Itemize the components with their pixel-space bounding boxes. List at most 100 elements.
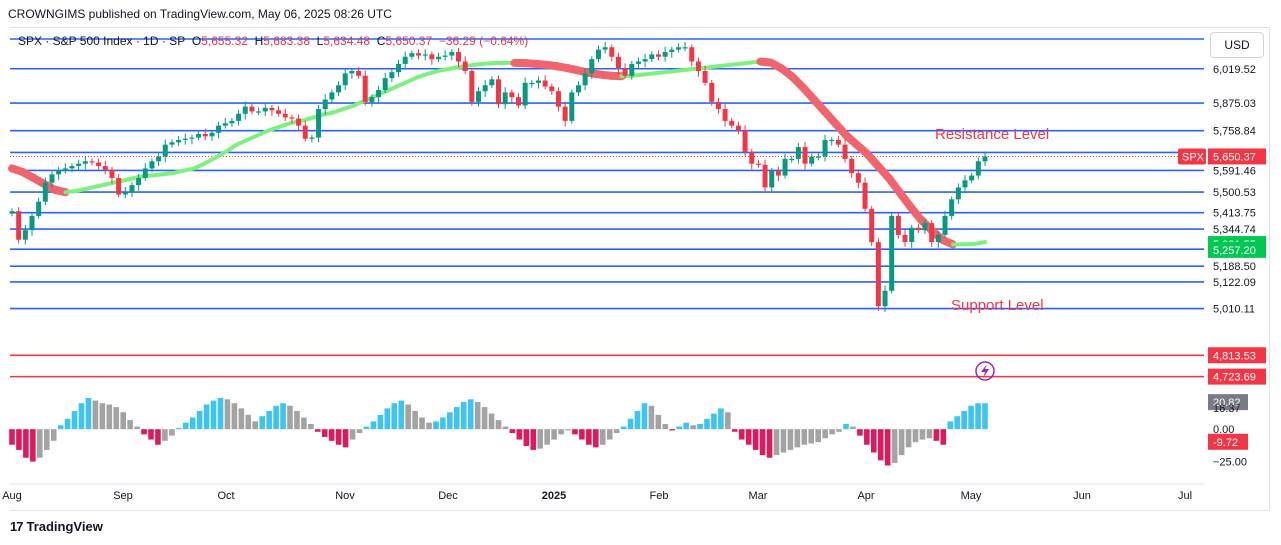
candle-body-88 [595,49,601,60]
candle-body-118 [795,147,801,159]
osc-bar-61 [433,421,439,430]
osc-bar-37 [266,410,272,430]
candle-body-78 [529,82,535,85]
candle-body-63 [429,54,435,60]
candle-body-59 [402,56,408,64]
osc-bar-6 [50,429,57,441]
candle-body-18 [129,185,135,193]
candle-body-56 [382,78,388,91]
candle-body-102 [689,47,695,62]
osc-bar-109 [766,429,773,458]
time-tick-10: Jun [1073,490,1091,502]
legend-high-label: H [254,34,264,48]
osc-bar-98 [690,425,696,430]
candle-body-9 [69,166,75,169]
osc-bar-10 [78,403,85,430]
candle-body-66 [449,52,455,56]
candle-body-27 [189,137,195,139]
osc-bar-57 [405,404,411,430]
candle-body-145 [975,161,981,176]
time-tick-0: Aug [2,490,22,502]
currency-button[interactable]: USD [1210,32,1264,58]
legend-open: 5,655.32 [201,34,248,48]
candle-body-12 [89,161,95,163]
osc-bar-74 [523,429,530,447]
candle-body-127 [855,173,861,183]
legend-low: 5,634.48 [323,34,371,48]
candle-body-123 [829,139,835,142]
legend-close: 5,650.37 [385,34,433,48]
candle-body-21 [149,161,155,169]
legend-change: −36.29 (−0.64%) [438,34,529,48]
candle-body-90 [609,47,615,57]
price-badge-13 [1208,347,1266,364]
candle-body-35 [242,106,248,114]
osc-bar-43 [308,423,314,430]
price-label-5: 5,591.46 [1213,165,1256,177]
candle-body-79 [535,80,541,83]
osc-bar-120 [843,423,849,430]
candle-body-81 [549,86,555,92]
flash-icon[interactable] [975,361,995,381]
osc-bar-21 [155,429,161,445]
osc-bar-125 [877,429,884,461]
osc-bar-51 [363,426,370,430]
candle-body-130 [875,242,881,307]
candle-body-111 [749,151,755,164]
candle-body-131 [882,290,888,307]
osc-bar-16 [120,412,126,430]
candle-body-46 [316,109,322,138]
price-label-3: 5,758.84 [1213,126,1256,138]
osc-bar-52 [370,421,377,430]
candle-body-104 [702,71,708,83]
osc-badge-3 [1208,433,1248,450]
osc-bar-41 [294,410,300,430]
osc-bar-136 [954,416,960,430]
candle-body-10 [76,163,82,167]
osc-bar-3 [30,429,36,462]
osc-badge-0 [1208,394,1248,411]
osc-bar-69 [488,413,495,430]
osc-bar-135 [947,421,954,430]
candle-body-113 [762,164,768,188]
osc-bar-54 [384,408,391,430]
candle-body-105 [709,82,715,102]
candle-body-17 [122,192,128,195]
osc-bar-97 [683,422,689,430]
candle-body-13 [96,162,102,167]
time-tick-7: Mar [749,490,768,502]
candle-body-87 [589,59,595,74]
candle-body-121 [815,156,821,158]
candle-body-133 [895,215,901,235]
osc-bar-129 [905,429,912,448]
osc-bar-114 [801,429,808,445]
osc-bar-62 [440,417,446,430]
osc-bar-0 [9,429,15,445]
time-tick-11: Jul [1178,490,1192,502]
candle-body-83 [562,106,568,121]
candle-body-43 [296,118,302,126]
candle-body-23 [162,144,168,157]
osc-bar-45 [321,429,328,437]
osc-bar-48 [342,429,349,448]
osc-bar-44 [315,429,321,432]
osc-bar-138 [968,405,974,430]
legend-symbol: SPX · S&P 500 Index · 1D · SP [18,34,186,48]
price-label-10: 5,188.50 [1213,261,1256,273]
candle-body-134 [902,234,908,243]
osc-bar-30 [217,398,224,430]
osc-bar-17 [127,420,133,430]
tradingview-logo[interactable]: 17 TradingView [10,519,103,534]
osc-bar-63 [447,412,453,430]
osc-bar-40 [287,405,293,430]
candle-body-74 [502,92,508,105]
osc-bar-38 [273,405,279,430]
ohlc-legend: SPX · S&P 500 Index · 1D · SP O5,655.32 … [18,34,528,48]
moving-average-band [8,57,987,249]
candle-body-132 [889,215,895,291]
candle-body-47 [322,99,328,110]
publisher-header: CROWNGIMS published on TradingView.com, … [8,7,392,21]
candle-body-22 [156,156,162,162]
